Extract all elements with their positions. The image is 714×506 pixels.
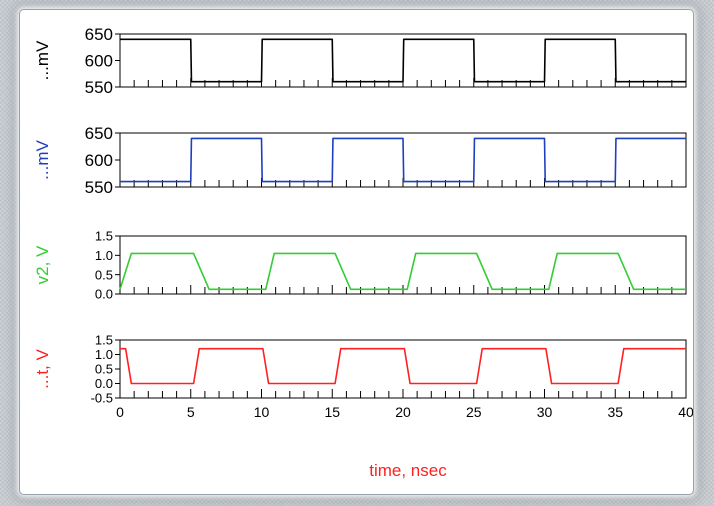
plot-window: 550 600 650 ...mV 550 600 650 ...mV 0.0 0.5 1.0 1.5…: [20, 10, 693, 494]
y-tick-label: 550: [85, 78, 113, 97]
series-line: [120, 347, 686, 385]
y-tick-label: 0.5: [95, 267, 113, 282]
x-tick-label: 30: [537, 404, 553, 420]
y-tick-label: 650: [85, 25, 113, 44]
y-tick-label: 550: [85, 178, 113, 197]
y-tick-label: 1.0: [95, 248, 113, 263]
x-axis-label: time, nsec: [369, 461, 447, 480]
y-tick-label: 650: [85, 124, 113, 143]
y-tick-label: 600: [85, 151, 113, 170]
panel-4: -0.50.00.51.01.5 ...t, V 0 5 10 15 20 25 30 35 40 t…: [33, 333, 693, 480]
panel-2: 550 600 650 ...mV: [33, 124, 687, 197]
x-tick-label: 15: [324, 404, 340, 420]
y-tick-label: 0.5: [95, 362, 113, 377]
y-axis-label: v2, V: [33, 245, 52, 284]
x-tick-label: 10: [254, 404, 270, 420]
waveform-chart: 550600650...mV550600650...mV0.00.51.01.5…: [33, 25, 693, 480]
series-line: [120, 38, 686, 83]
x-tick-label: 0: [116, 404, 124, 420]
y-tick-label: 1.0: [95, 347, 113, 362]
y-axis-label: ...mV: [33, 140, 52, 180]
series-line: [120, 137, 686, 183]
x-tick-label: 40: [678, 404, 693, 420]
y-tick-label: 1.5: [95, 229, 113, 244]
panel-1: 550 600 650 ...mV: [33, 25, 687, 97]
y-tick-label: -0.5: [91, 391, 113, 406]
x-tick-label: 5: [187, 404, 195, 420]
x-tick-label: 25: [466, 404, 482, 420]
x-tick-label: 35: [607, 404, 623, 420]
x-tick-label: 20: [395, 404, 411, 420]
y-tick-label: 1.5: [95, 333, 113, 348]
y-axis-label: ...t, V: [33, 349, 52, 389]
y-tick-label: 0.0: [95, 376, 113, 391]
y-tick-label: 0.0: [95, 287, 113, 302]
y-axis-label: ...mV: [33, 40, 52, 80]
panel-3: 0.0 0.5 1.0 1.5 v2, V: [33, 229, 687, 302]
y-tick-label: 600: [85, 52, 113, 71]
series-line: [119, 252, 686, 291]
